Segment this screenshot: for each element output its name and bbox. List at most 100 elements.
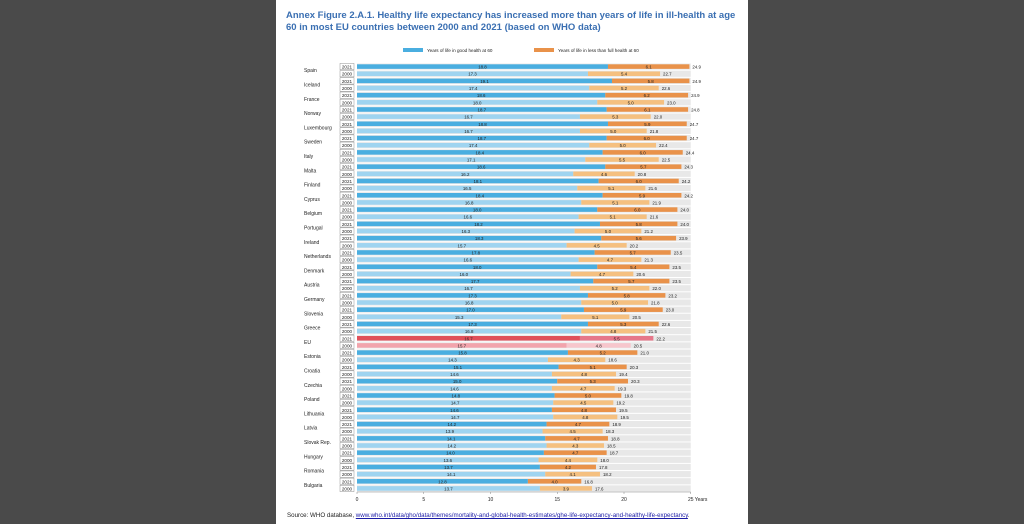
bar-good-health <box>357 428 543 434</box>
year-label-box <box>339 199 355 206</box>
year-label: 2021 <box>342 236 353 241</box>
data-label-total: 24.2 <box>682 179 691 184</box>
data-label-total: 20.3 <box>630 365 639 370</box>
data-label-total: 23.5 <box>672 265 681 270</box>
bar-ill-health <box>547 357 606 362</box>
bar-good-health <box>357 457 539 463</box>
data-label-ill-health: 6.2 <box>644 93 651 98</box>
year-label-box <box>339 435 355 442</box>
year-label: 2021 <box>342 322 353 327</box>
year-label: 2000 <box>342 386 353 391</box>
data-label-total: 21.0 <box>640 351 649 356</box>
data-label-good-health: 14.0 <box>446 451 455 456</box>
year-label-box <box>339 249 355 256</box>
bar-ill-health <box>607 64 690 69</box>
bar-ill-health <box>574 228 642 234</box>
data-label-good-health: 16.7 <box>464 115 473 120</box>
year-label: 2000 <box>342 301 353 306</box>
data-label-ill-health: 5.0 <box>620 143 627 148</box>
bar-ill-health <box>578 214 647 219</box>
year-label-box <box>339 384 355 392</box>
year-label: 2021 <box>342 79 353 84</box>
bar-ill-health <box>611 78 690 84</box>
figure-title: Annex Figure 2.A.1. Healthy life expecta… <box>286 10 736 33</box>
data-label-ill-health: 4.3 <box>574 358 581 363</box>
data-label-good-health: 14.3 <box>448 358 457 363</box>
data-label-total: 24.4 <box>686 150 695 155</box>
year-label-box <box>339 377 355 385</box>
data-label-ill-health: 4.7 <box>575 422 582 427</box>
year-label-box <box>339 127 355 135</box>
year-label: 2021 <box>342 193 353 198</box>
data-label-ill-health: 5.8 <box>624 293 631 298</box>
bar-good-health <box>357 300 582 305</box>
year-label: 2000 <box>342 200 353 205</box>
year-label: 2000 <box>342 258 353 263</box>
country-label: Finland <box>304 183 321 189</box>
data-label-ill-health: 5.9 <box>639 193 646 198</box>
legend-swatch-good-health <box>403 48 423 52</box>
bar-good-health <box>357 150 603 155</box>
country-label: Austria <box>304 283 320 289</box>
data-label-ill-health: 4.3 <box>572 444 579 449</box>
year-label: 2000 <box>342 472 353 477</box>
data-label-total: 19.5 <box>620 415 629 420</box>
data-label-total: 20.2 <box>630 243 639 248</box>
year-label-box <box>339 292 355 299</box>
bar-good-health <box>357 264 598 270</box>
data-label-good-health: 18.4 <box>476 193 485 198</box>
year-label: 2000 <box>342 486 353 491</box>
bar-good-health <box>357 328 582 334</box>
bar-good-health <box>357 421 547 427</box>
bar-ill-health <box>597 207 678 212</box>
data-label-good-health: 17.3 <box>468 322 477 327</box>
data-label-good-health: 18.6 <box>477 165 486 170</box>
year-label: 2021 <box>342 293 353 298</box>
year-label-box <box>339 156 355 163</box>
source-link[interactable]: www.who.int/data/gho/data/themes/mortali… <box>355 512 688 519</box>
year-label: 2021 <box>342 179 353 184</box>
country-label: Portugal <box>304 225 323 231</box>
data-label-good-health: 18.0 <box>473 208 482 213</box>
year-label-box <box>339 442 355 449</box>
year-label-box <box>339 370 355 378</box>
data-label-ill-health: 4.5 <box>580 401 587 406</box>
bar-ill-health <box>599 221 678 227</box>
bar-good-health <box>357 164 606 169</box>
year-label: 2021 <box>342 93 353 98</box>
source-note: Source: WHO database, www.who.int/data/g… <box>287 512 747 519</box>
data-label-good-health: 16.5 <box>463 186 472 191</box>
country-label: Netherlands <box>304 254 331 260</box>
bar-ill-health <box>606 107 689 112</box>
year-label: 2000 <box>342 215 353 220</box>
data-label-ill-health: 5.3 <box>590 379 597 384</box>
year-label-box <box>339 148 355 156</box>
data-label-good-health: 15.7 <box>458 343 467 348</box>
country-label: Estonia <box>304 354 321 360</box>
document-page: Annex Figure 2.A.1. Healthy life expecta… <box>276 0 748 524</box>
year-label-box <box>339 241 355 249</box>
year-label: 2000 <box>342 343 353 348</box>
x-axis-unit-label: Years <box>695 497 708 503</box>
country-label: Luxembourg <box>304 125 332 131</box>
bar-ill-health <box>543 450 607 455</box>
country-label: Hungary <box>304 454 323 460</box>
year-label-box <box>339 277 355 285</box>
bar-good-health <box>357 471 546 477</box>
data-label-total: 18.3 <box>606 429 615 434</box>
bar-ill-health <box>579 128 647 134</box>
year-label: 2000 <box>342 429 353 434</box>
bar-good-health <box>357 278 594 284</box>
year-label-box <box>339 134 355 142</box>
year-label-box <box>339 356 355 364</box>
year-label: 2021 <box>342 265 353 270</box>
data-label-good-health: 17.4 <box>469 86 478 91</box>
year-label: 2021 <box>342 208 353 213</box>
data-label-total: 19.2 <box>616 401 625 406</box>
data-label-total: 24.0 <box>680 208 689 213</box>
bar-ill-health <box>558 364 627 370</box>
year-label: 2021 <box>342 308 353 313</box>
bar-good-health <box>357 171 574 177</box>
data-label-good-health: 17.0 <box>466 308 475 313</box>
country-label: Italy <box>304 154 314 160</box>
